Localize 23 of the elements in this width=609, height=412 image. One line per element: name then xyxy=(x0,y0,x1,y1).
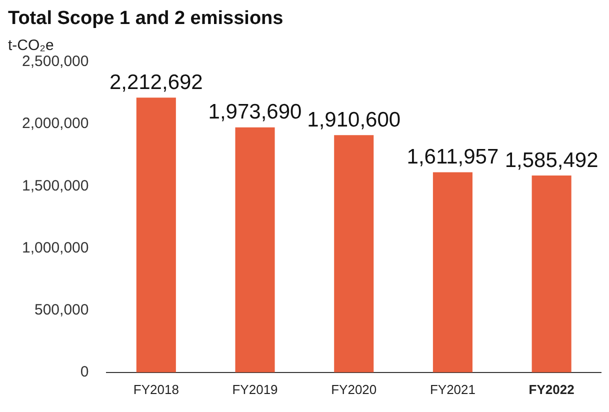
data-label: 1,973,690 xyxy=(208,100,302,124)
bar xyxy=(532,176,572,372)
data-label: 1,585,492 xyxy=(504,148,598,172)
x-tick-label: FY2022 xyxy=(528,382,574,397)
y-tick-label: 1,500,000 xyxy=(22,177,89,194)
y-axis-title: t-CO₂e xyxy=(8,37,54,54)
bar xyxy=(235,127,275,372)
bar xyxy=(432,172,472,372)
chart-title: Total Scope 1 and 2 emissions xyxy=(8,8,284,29)
data-label: 2,212,692 xyxy=(109,70,203,94)
x-tick-label: FY2018 xyxy=(133,382,179,397)
y-tick-label: 2,500,000 xyxy=(22,53,89,70)
bar xyxy=(334,135,374,372)
y-tick-label: 2,000,000 xyxy=(22,115,89,132)
y-tick-label: 0 xyxy=(80,364,89,381)
data-label: 1,611,957 xyxy=(406,146,499,169)
y-tick-label: 1,000,000 xyxy=(22,239,89,256)
y-tick-label: 500,000 xyxy=(34,301,89,318)
x-tick-label: FY2021 xyxy=(430,382,476,397)
data-label: 1,910,600 xyxy=(307,108,401,132)
x-tick-label: FY2020 xyxy=(331,382,377,397)
bar xyxy=(136,98,176,372)
x-tick-label: FY2019 xyxy=(232,382,278,397)
